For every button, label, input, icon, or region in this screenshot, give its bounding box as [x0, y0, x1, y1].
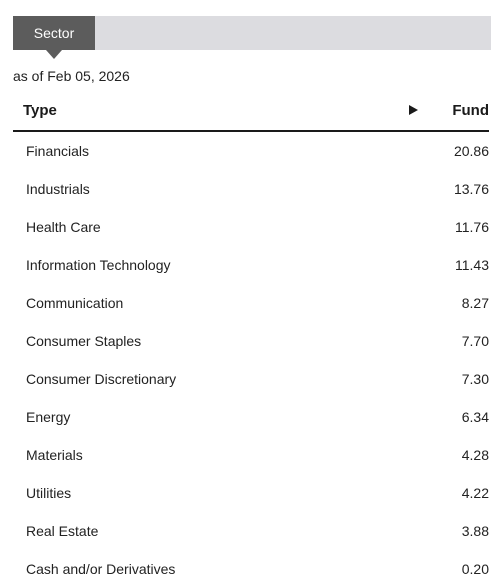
table-row: Utilities 4.22 [13, 474, 489, 512]
fund-weight: 20.86 [453, 143, 489, 159]
fund-weight: 13.76 [453, 181, 489, 197]
sector-name: Information Technology [26, 257, 171, 273]
triangle-right-icon[interactable] [409, 105, 418, 115]
fund-weight: 11.76 [455, 219, 489, 235]
active-tab-caret-icon [46, 50, 62, 59]
sector-name: Cash and/or Derivatives [26, 561, 176, 577]
as-of-date: as of Feb 05, 2026 [13, 68, 130, 84]
sector-name: Consumer Discretionary [26, 371, 177, 387]
table-row: Cash and/or Derivatives 0.20 [13, 550, 489, 588]
sector-name: Utilities [26, 485, 72, 501]
fund-weight: 8.27 [461, 295, 489, 311]
fund-weight: 7.30 [461, 371, 489, 387]
sector-name: Industrials [26, 181, 90, 197]
table-body: Financials 20.86 Industrials 13.76 Health Ca… [13, 132, 489, 588]
fund-weight: 4.28 [461, 447, 489, 463]
table-row: Industrials 13.76 [13, 170, 489, 208]
sector-name: Energy [26, 409, 71, 425]
table-row: Consumer Discretionary 7.30 [13, 360, 489, 398]
sector-name: Real Estate [26, 523, 99, 539]
fund-weight: 3.88 [461, 523, 489, 539]
table-row: Consumer Staples 7.70 [13, 322, 489, 360]
sector-name: Financials [26, 143, 90, 159]
sector-name: Health Care [26, 219, 101, 235]
fund-weight: 0.20 [461, 561, 489, 577]
table-row: Communication 8.27 [13, 284, 489, 322]
sector-name: Communication [26, 295, 124, 311]
fund-weight: 4.22 [461, 485, 489, 501]
column-header-type[interactable]: Type [23, 102, 57, 119]
sector-name: Materials [26, 447, 83, 463]
table-row: Information Technology 11.43 [13, 246, 489, 284]
tab-sector[interactable]: Sector [13, 16, 95, 50]
column-header-fund[interactable]: Fund [452, 102, 489, 119]
table-row: Financials 20.86 [13, 132, 489, 170]
fund-weight: 6.34 [461, 409, 489, 425]
fund-weight: 11.43 [455, 257, 489, 273]
sector-table: Type Fund Financials 20.86 Industrials 13.7… [13, 96, 489, 588]
tab-bar: Sector [13, 16, 491, 59]
table-row: Real Estate 3.88 [13, 512, 489, 550]
table-row: Energy 6.34 [13, 398, 489, 436]
fund-weight: 7.70 [461, 333, 489, 349]
sector-name: Consumer Staples [26, 333, 142, 349]
table-header: Type Fund [13, 96, 489, 132]
table-row: Health Care 11.76 [13, 208, 489, 246]
table-row: Materials 4.28 [13, 436, 489, 474]
